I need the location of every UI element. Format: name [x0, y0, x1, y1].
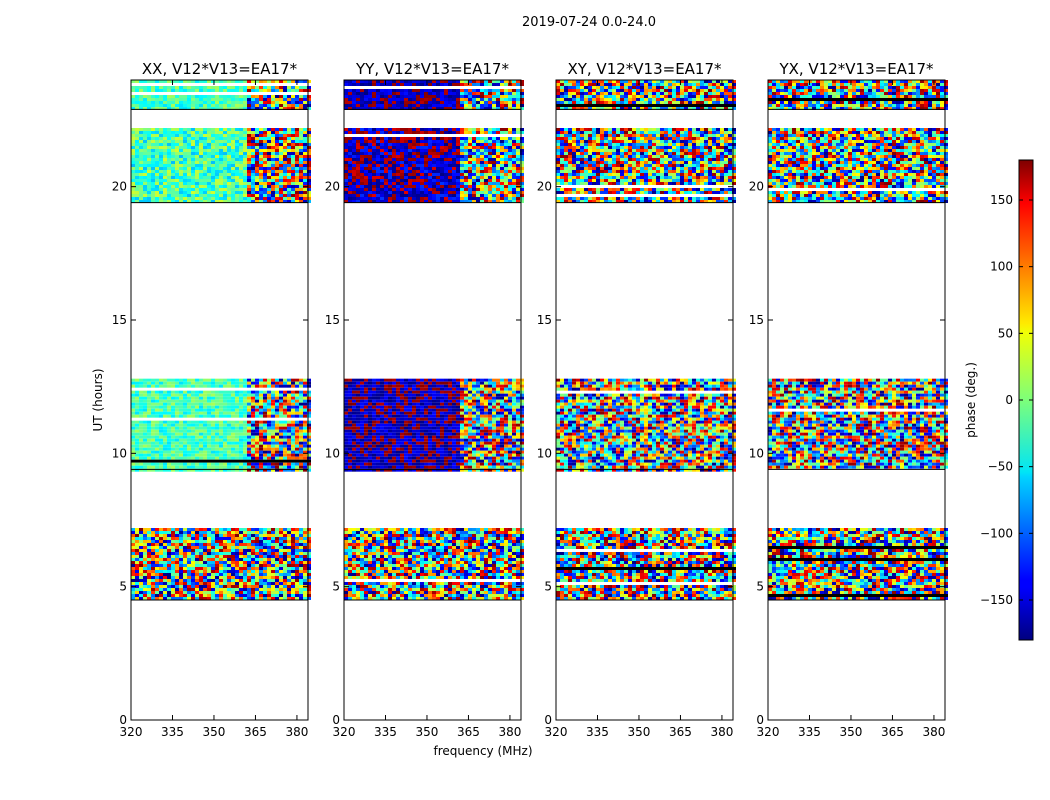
- y-tick-label: 20: [325, 180, 340, 194]
- x-tick-label: 320: [757, 725, 780, 739]
- heatmap-cells: [768, 80, 948, 601]
- panel-title: YY, V12*V13=EA17*: [355, 60, 509, 78]
- panel-3: XY, V12*V13=EA17* 320 335 350 365 380 0 5 10 15 20: [537, 60, 736, 739]
- x-tick-label: 365: [669, 725, 692, 739]
- y-tick-label: 5: [756, 580, 764, 594]
- colorbar-tick-label: 100: [990, 260, 1013, 274]
- panel-1: XX, V12*V13=EA17* 320 335 350 365 380 0 5 10 15 20: [112, 60, 311, 739]
- x-tick-label: 380: [498, 725, 521, 739]
- panel-title: YX, V12*V13=EA17*: [778, 60, 934, 78]
- x-tick-label: 380: [710, 725, 733, 739]
- colorbar-tick-label: −100: [980, 526, 1013, 540]
- panel-title: XX, V12*V13=EA17*: [142, 60, 298, 78]
- panel-2: YY, V12*V13=EA17* 320 335 350 365 380 0 5 10 15 20: [325, 60, 524, 739]
- y-tick-label: 10: [537, 446, 552, 460]
- colorbar-tick-label: −50: [988, 460, 1013, 474]
- x-tick-label: 320: [545, 725, 568, 739]
- x-tick-label: 335: [586, 725, 609, 739]
- y-tick-label: 10: [112, 446, 127, 460]
- x-tick-label: 350: [203, 725, 226, 739]
- y-tick-label: 0: [756, 713, 764, 727]
- x-tick-label: 350: [628, 725, 651, 739]
- x-tick-label: 365: [457, 725, 480, 739]
- y-tick-label: 20: [749, 180, 764, 194]
- x-tick-label: 350: [416, 725, 439, 739]
- y-tick-label: 5: [332, 580, 340, 594]
- y-tick-label: 15: [537, 313, 552, 327]
- y-tick-label: 15: [325, 313, 340, 327]
- colorbar: 150 100 50 0 −50 −100 −150 phase (deg.): [964, 159, 1034, 641]
- heatmap-cells: [131, 80, 311, 601]
- x-tick-label: 320: [120, 725, 143, 739]
- x-tick-label: 350: [840, 725, 863, 739]
- plot-frame: [555, 79, 734, 721]
- heatmap-cells: [556, 80, 736, 601]
- colorbar-tick-label: 0: [1005, 393, 1013, 407]
- colorbar-tick-label: −150: [980, 593, 1013, 607]
- y-tick-label: 0: [332, 713, 340, 727]
- x-axis-label: frequency (MHz): [433, 744, 532, 758]
- colorbar-tick-label: 50: [998, 326, 1013, 340]
- x-tick-label: 335: [161, 725, 184, 739]
- y-tick-label: 5: [119, 580, 127, 594]
- colorbar-label: phase (deg.): [964, 362, 978, 438]
- y-tick-label: 0: [119, 713, 127, 727]
- x-tick-label: 335: [374, 725, 397, 739]
- y-tick-label: 15: [749, 313, 764, 327]
- x-tick-label: 320: [333, 725, 356, 739]
- x-tick-label: 335: [798, 725, 821, 739]
- panel-4: YX, V12*V13=EA17* 320 335 350 365 380 0 5 10 15 20: [749, 60, 948, 739]
- y-axis-label: UT (hours): [91, 368, 105, 431]
- y-tick-label: 10: [325, 446, 340, 460]
- x-tick-label: 365: [244, 725, 267, 739]
- y-tick-label: 5: [544, 580, 552, 594]
- plot-frame: [130, 79, 309, 721]
- x-tick-label: 380: [922, 725, 945, 739]
- plot-frame: [343, 79, 522, 721]
- heatmap-cells: [344, 80, 524, 601]
- plot-frame: [767, 79, 946, 721]
- y-tick-label: 20: [537, 180, 552, 194]
- figure-title: 2019-07-24 0.0-24.0: [522, 15, 656, 30]
- y-tick-label: 15: [112, 313, 127, 327]
- colorbar-tick-label: 150: [990, 193, 1013, 207]
- x-tick-label: 365: [881, 725, 904, 739]
- y-tick-label: 10: [749, 446, 764, 460]
- panel-title: XY, V12*V13=EA17*: [567, 60, 722, 78]
- y-tick-label: 0: [544, 713, 552, 727]
- y-tick-label: 20: [112, 180, 127, 194]
- x-tick-label: 380: [285, 725, 308, 739]
